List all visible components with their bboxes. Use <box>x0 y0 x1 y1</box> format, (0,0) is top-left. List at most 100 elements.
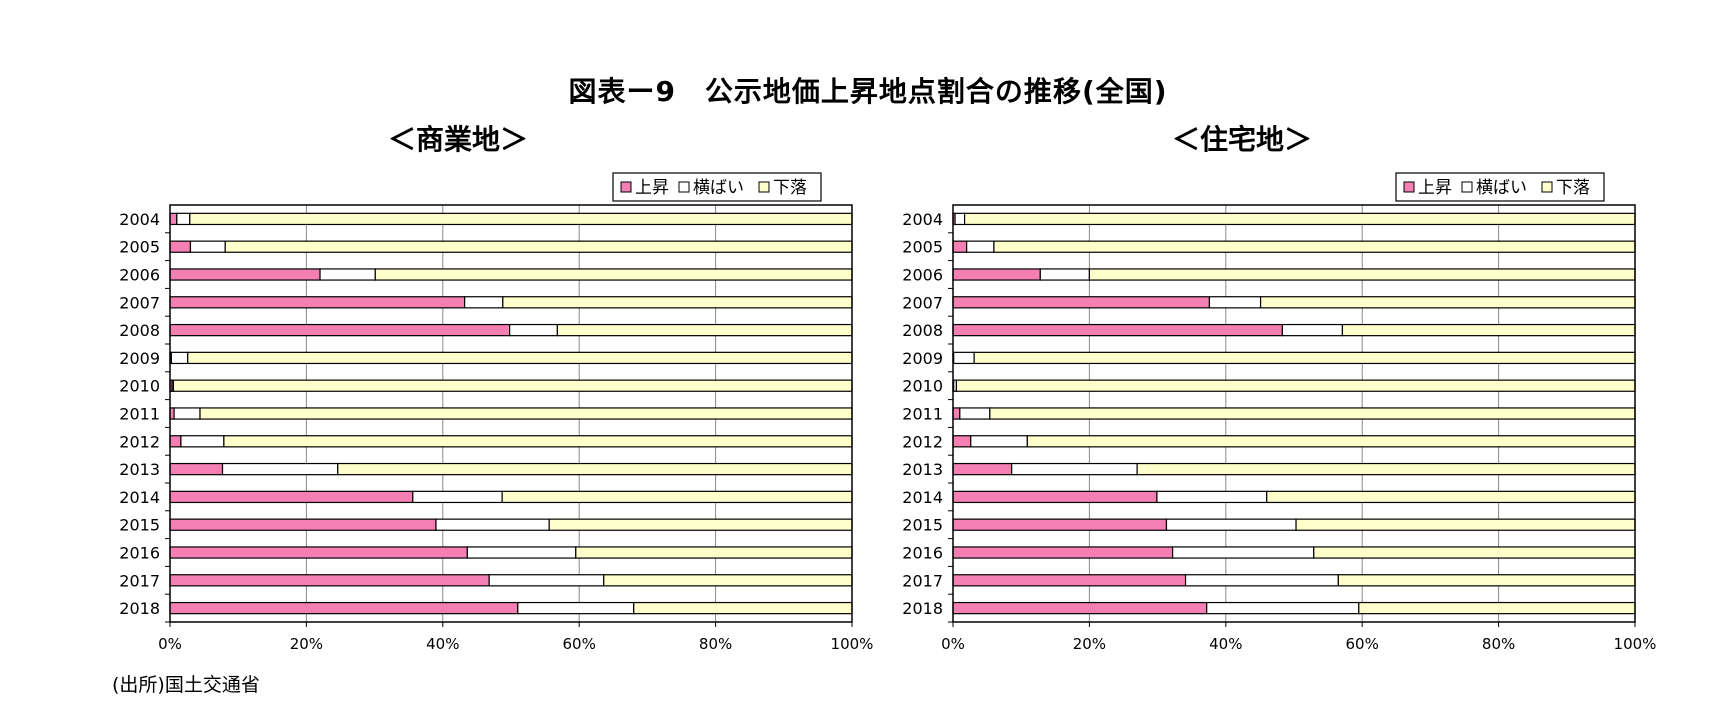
residential-bar-2013-rise <box>952 462 1013 476</box>
residential-bar-2008-rise <box>952 323 1284 337</box>
residential-bar-2006-rise <box>952 268 1041 281</box>
residential-legend-label: 下落 <box>1556 178 1590 198</box>
commercial-legend-label: 上昇 <box>635 178 669 198</box>
residential-bar-2012-rise <box>952 435 972 448</box>
residential-legend-swatch <box>1403 181 1415 193</box>
commercial-y-label: 2013 <box>119 460 160 479</box>
residential-legend-label: 横ばい <box>1476 178 1527 198</box>
residential-y-label: 2013 <box>902 460 943 479</box>
commercial-bar-2006-rise <box>169 268 321 281</box>
commercial-x-tick-label: 60% <box>563 635 596 653</box>
residential-y-label: 2015 <box>902 516 943 535</box>
residential-bar-2008-flat <box>1281 323 1344 337</box>
commercial-y-label: 2006 <box>119 266 160 285</box>
commercial-bar-2007-fall <box>502 296 853 309</box>
commercial-y-label: 2017 <box>119 571 160 590</box>
residential-bar-2009-fall <box>973 351 1636 365</box>
residential-y-label: 2011 <box>902 405 943 424</box>
residential-bar-2018-rise <box>952 601 1208 615</box>
residential-bar-2005-fall <box>993 240 1636 253</box>
commercial-bar-2018-flat <box>517 601 635 615</box>
residential-bar-2018-flat <box>1206 601 1360 615</box>
residential-chart-title: ＜住宅地＞ <box>1171 123 1312 156</box>
commercial-y-label: 2014 <box>119 488 160 507</box>
commercial-y-label: 2018 <box>119 599 160 618</box>
residential-y-label: 2010 <box>902 377 943 396</box>
commercial-bar-2016-fall <box>575 546 853 559</box>
commercial-bar-2011-flat <box>173 407 201 420</box>
commercial-chart-title: ＜商業地＞ <box>387 123 528 156</box>
residential-y-label: 2014 <box>902 488 943 507</box>
residential-bar-2015-fall <box>1295 518 1636 531</box>
commercial-bar-2014-fall <box>501 490 853 504</box>
commercial-bar-2013-fall <box>337 462 853 476</box>
residential-y-label: 2017 <box>902 571 943 590</box>
residential-x-tick-label: 40% <box>1209 635 1242 653</box>
residential-legend-swatch <box>1541 181 1553 193</box>
residential-x-tick-label: 100% <box>1614 635 1657 653</box>
commercial-legend-label: 下落 <box>773 178 807 198</box>
commercial-y-label: 2011 <box>119 405 160 424</box>
residential-bar-2009-flat <box>953 351 975 365</box>
residential-bar-2011-rise <box>952 407 961 420</box>
commercial-bar-2017-rise <box>169 574 490 587</box>
residential-bar-2011-fall <box>989 407 1636 420</box>
commercial-bar-2017-fall <box>603 574 853 587</box>
commercial-y-label: 2009 <box>119 349 160 368</box>
commercial-x-tick-label: 0% <box>158 635 182 653</box>
residential-bar-2007-fall <box>1259 296 1636 309</box>
commercial-y-label: 2005 <box>119 238 160 257</box>
commercial-bar-2007-rise <box>169 296 466 309</box>
residential-bar-2013-fall <box>1136 462 1636 476</box>
commercial-bar-2013-rise <box>169 462 224 476</box>
residential-y-label: 2018 <box>902 599 943 618</box>
commercial-legend-swatch <box>758 181 770 193</box>
commercial-x-tick-label: 40% <box>426 635 459 653</box>
residential-bar-2012-flat <box>970 435 1028 448</box>
commercial-bar-2017-flat <box>488 574 605 587</box>
commercial-bar-2004-fall <box>189 212 853 226</box>
commercial-y-label: 2007 <box>119 293 160 312</box>
commercial-y-label: 2008 <box>119 321 160 340</box>
residential-bar-2004-fall <box>963 212 1636 226</box>
residential-legend-label: 上昇 <box>1418 178 1452 198</box>
commercial-plot-frame <box>169 204 853 623</box>
commercial-y-label: 2015 <box>119 516 160 535</box>
commercial-x-tick-label: 80% <box>699 635 732 653</box>
residential-x-tick-label: 80% <box>1482 635 1515 653</box>
residential-bar-2016-rise <box>952 546 1174 559</box>
commercial-bar-2005-rise <box>169 240 192 253</box>
commercial-bar-2004-flat <box>176 212 191 226</box>
commercial-bar-2008-flat <box>509 323 558 337</box>
commercial-bar-2010-fall <box>172 379 853 392</box>
residential-y-label: 2006 <box>902 266 943 285</box>
residential-bar-2014-flat <box>1156 490 1268 504</box>
residential-y-label: 2012 <box>902 432 943 451</box>
commercial-bar-2009-flat <box>170 351 189 365</box>
commercial-bar-2008-fall <box>556 323 853 337</box>
residential-bar-2017-rise <box>952 574 1187 587</box>
commercial-x-tick-label: 100% <box>831 635 874 653</box>
commercial-bar-2015-fall <box>548 518 853 531</box>
commercial-bar-2006-fall <box>374 268 853 281</box>
commercial-bar-2013-flat <box>221 462 339 476</box>
commercial-x-tick-label: 20% <box>290 635 323 653</box>
residential-y-label: 2008 <box>902 321 943 340</box>
commercial-bar-2009-fall <box>187 351 853 365</box>
commercial-bar-2005-fall <box>224 240 853 253</box>
commercial-legend-swatch <box>678 181 690 193</box>
commercial-bar-2018-fall <box>633 601 853 615</box>
main-title: 図表ー9 公示地価上昇地点割合の推移(全国) <box>568 75 1168 108</box>
residential-bar-2014-rise <box>952 490 1158 504</box>
residential-bar-2008-fall <box>1341 323 1636 337</box>
commercial-bar-2014-flat <box>412 490 503 504</box>
residential-bar-2005-rise <box>952 240 968 253</box>
residential-legend-swatch <box>1461 181 1473 193</box>
commercial-bar-2007-flat <box>464 296 504 309</box>
residential-bar-2004-flat <box>954 212 966 226</box>
residential-y-label: 2005 <box>902 238 943 257</box>
residential-bar-2014-fall <box>1266 490 1636 504</box>
commercial-bar-2015-rise <box>169 518 437 531</box>
residential-bar-2007-flat <box>1208 296 1262 309</box>
